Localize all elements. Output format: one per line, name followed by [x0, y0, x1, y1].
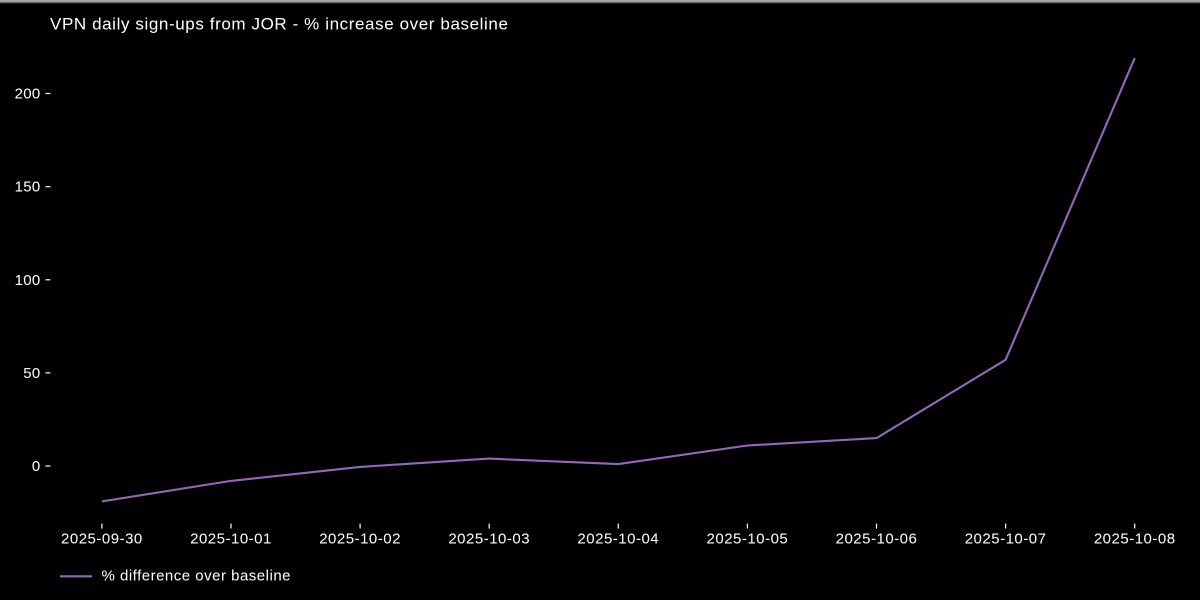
svg-text:2025-10-01: 2025-10-01 [190, 531, 272, 548]
svg-text:2025-10-04: 2025-10-04 [577, 531, 659, 548]
svg-text:2025-09-30: 2025-09-30 [61, 531, 143, 548]
svg-text:2025-10-05: 2025-10-05 [707, 531, 789, 548]
svg-text:150: 150 [15, 179, 41, 196]
svg-text:50: 50 [23, 365, 40, 382]
svg-text:2025-10-07: 2025-10-07 [965, 531, 1047, 548]
svg-text:0: 0 [32, 458, 41, 475]
svg-text:200: 200 [15, 86, 41, 103]
svg-text:% difference over baseline: % difference over baseline [102, 568, 292, 585]
svg-text:2025-10-02: 2025-10-02 [319, 531, 401, 548]
svg-text:100: 100 [15, 272, 41, 289]
svg-text:VPN daily sign-ups from JOR -: VPN daily sign-ups from JOR - % increase… [50, 15, 509, 34]
svg-text:2025-10-03: 2025-10-03 [448, 531, 530, 548]
svg-text:2025-10-06: 2025-10-06 [836, 531, 918, 548]
svg-text:2025-10-08: 2025-10-08 [1094, 531, 1176, 548]
